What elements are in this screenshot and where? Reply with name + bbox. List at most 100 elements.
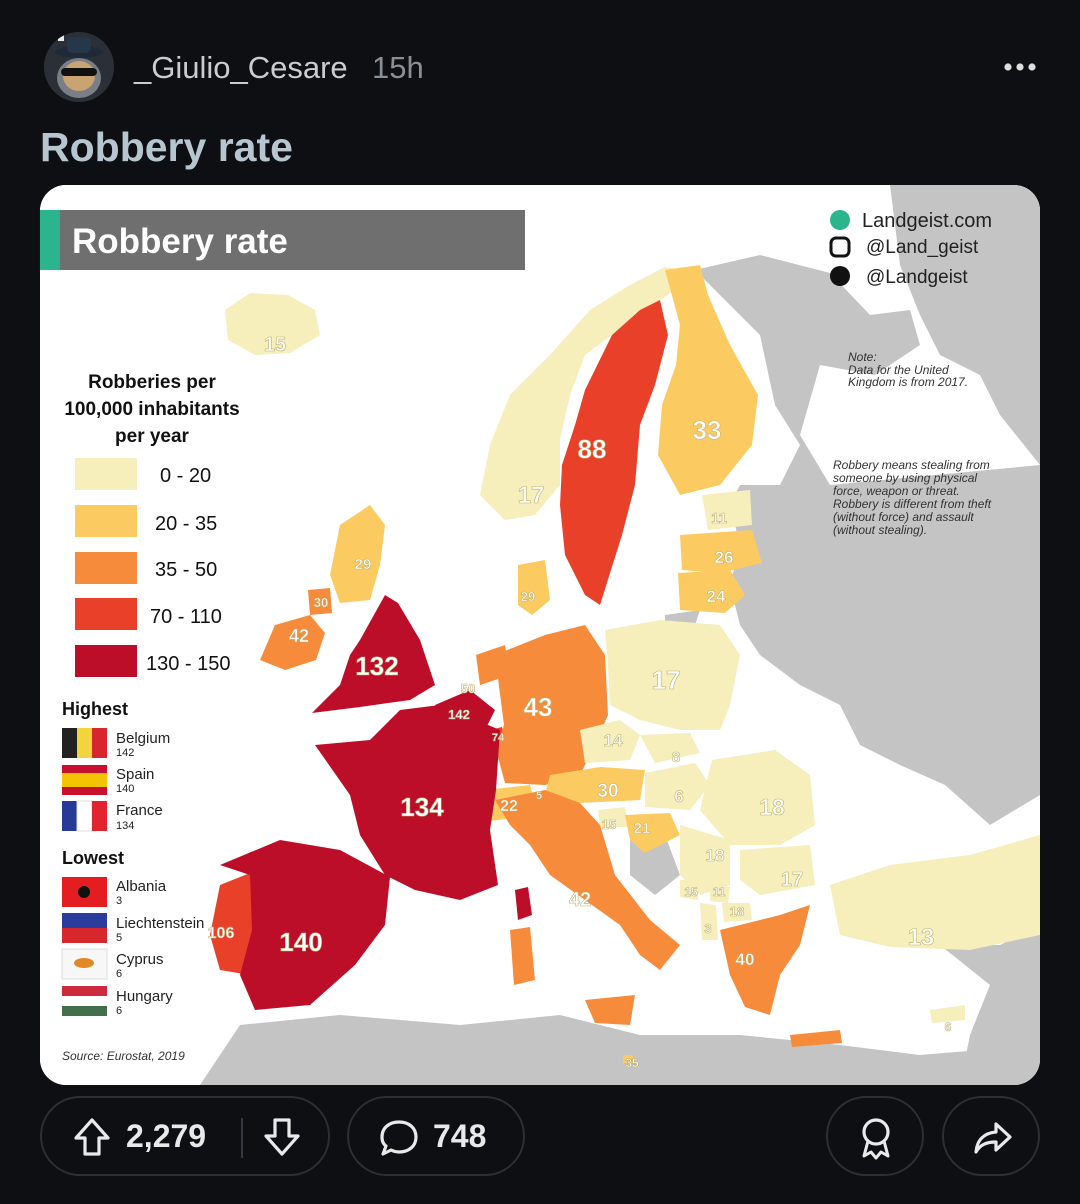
lowest-value-3: 6 (116, 1005, 122, 1017)
value-finland: 33 (693, 415, 722, 445)
country-corsica (515, 887, 532, 920)
post-timestamp: 15h (372, 50, 424, 85)
definition-line-2: someone by using physical (833, 471, 977, 485)
user-avatar[interactable] (44, 32, 114, 102)
country-northern-ireland (308, 588, 332, 615)
country-hungary (645, 763, 710, 810)
country-scotland (330, 505, 385, 603)
value-croatia: 21 (634, 820, 651, 837)
nodata-east-land (695, 255, 1040, 825)
note-line-2: Kingdom is from 2017. (848, 375, 968, 389)
comment-icon (379, 1118, 419, 1163)
value-switzerland: 22 (500, 798, 518, 815)
value-luxembourg: 74 (492, 732, 505, 744)
value-lithuania: 24 (707, 587, 726, 606)
upvote-icon[interactable] (72, 1116, 112, 1163)
more-options-icon[interactable] (1000, 52, 1040, 82)
legend-title-1: Robberies per (88, 372, 216, 393)
value-spain: 140 (279, 927, 322, 957)
twitter-icon (830, 266, 850, 286)
country-serbia (680, 825, 730, 895)
value-iceland: 15 (264, 334, 286, 356)
legend-label-3: 70 - 110 (150, 606, 222, 628)
post-title: Robbery rate (40, 124, 293, 170)
value-denmark: 29 (521, 589, 535, 604)
value-slovakia: 8 (672, 749, 680, 766)
legend-title-3: per year (115, 426, 190, 447)
nodata-russia-north (890, 185, 1040, 465)
flag-albania-icon (62, 877, 107, 907)
credits: Landgeist.com @Land_geist @Landgeist (829, 210, 992, 288)
globe-icon (830, 210, 850, 230)
lowest-value-2: 6 (116, 968, 122, 980)
lowest-heading: Lowest (62, 848, 124, 868)
note-label: Note: (848, 350, 877, 364)
country-iceland (225, 293, 320, 355)
country-finland (658, 265, 758, 495)
value-liechtenstein: 5 (536, 790, 542, 802)
country-kosovo (710, 885, 730, 903)
value-greece: 40 (736, 950, 755, 969)
value-latvia: 26 (715, 548, 734, 567)
lowest-name-0: Albania (116, 878, 167, 895)
value-cyprus: 6 (945, 1020, 952, 1034)
downvote-icon[interactable] (262, 1116, 302, 1163)
country-croatia (625, 813, 680, 853)
country-cyprus (930, 1005, 965, 1023)
value-north-macedonia: 18 (730, 904, 744, 919)
country-turkey (830, 835, 1040, 950)
highest-name-0: Belgium (116, 730, 170, 747)
value-hungary: 6 (674, 787, 683, 806)
post-username[interactable]: _Giulio_Cesare (134, 50, 348, 85)
country-albania (700, 903, 718, 940)
value-belgium: 142 (448, 707, 470, 722)
definition-line-3: force, weapon or threat. (833, 484, 960, 498)
highest-name-1: Spain (116, 766, 154, 783)
value-czechia: 14 (604, 731, 623, 750)
value-ireland: 42 (289, 626, 309, 646)
share-button[interactable] (942, 1096, 1040, 1176)
country-slovenia (598, 807, 628, 827)
country-england-wales (312, 595, 435, 713)
country-sweden (560, 300, 668, 605)
country-italy (495, 790, 680, 970)
comments-button[interactable]: 748 (347, 1096, 525, 1176)
value-albania: 3 (704, 921, 711, 936)
country-ireland (260, 615, 325, 670)
value-bulgaria: 17 (781, 869, 803, 891)
legend-swatch-2 (75, 552, 137, 584)
legend-swatch-4 (75, 645, 137, 677)
value-italy: 42 (569, 889, 591, 911)
comment-count: 748 (433, 1118, 487, 1154)
value-netherlands: 50 (461, 681, 475, 696)
country-malta (623, 1055, 633, 1063)
legend-label-4: 130 - 150 (146, 653, 231, 675)
nodata-middle-east (940, 925, 1040, 1085)
award-icon (856, 1116, 896, 1165)
post-header: _Giulio_Cesare 15h (0, 0, 1080, 130)
country-france (315, 705, 500, 900)
highest-name-2: France (116, 802, 163, 819)
upvote-count: 2,279 (126, 1118, 207, 1154)
definition-line-6: (without stealing). (833, 523, 927, 537)
map-image[interactable]: 15 17 88 33 11 26 24 29 30 42 132 29 50 … (40, 185, 1040, 1085)
award-button[interactable] (826, 1096, 924, 1176)
country-austria (545, 767, 645, 803)
country-sardinia (510, 927, 535, 985)
value-slovenia: 15 (602, 817, 616, 832)
legend-swatch-1 (75, 505, 137, 537)
flag-france-icon (62, 800, 107, 832)
flag-belgium-icon (62, 728, 107, 758)
value-austria: 30 (597, 781, 618, 802)
value-montenegro: 15 (684, 885, 698, 899)
flag-hungary-icon (62, 986, 107, 1016)
highest-value-2: 134 (116, 820, 134, 832)
country-greece (720, 905, 810, 1015)
action-bar: 2,279 748 (0, 1094, 1080, 1184)
country-romania (700, 750, 815, 845)
value-northern-ireland: 30 (314, 595, 328, 610)
country-spain (220, 840, 390, 1010)
country-sicily (585, 995, 635, 1025)
instagram-icon (829, 236, 851, 258)
legend-label-2: 35 - 50 (155, 559, 217, 581)
